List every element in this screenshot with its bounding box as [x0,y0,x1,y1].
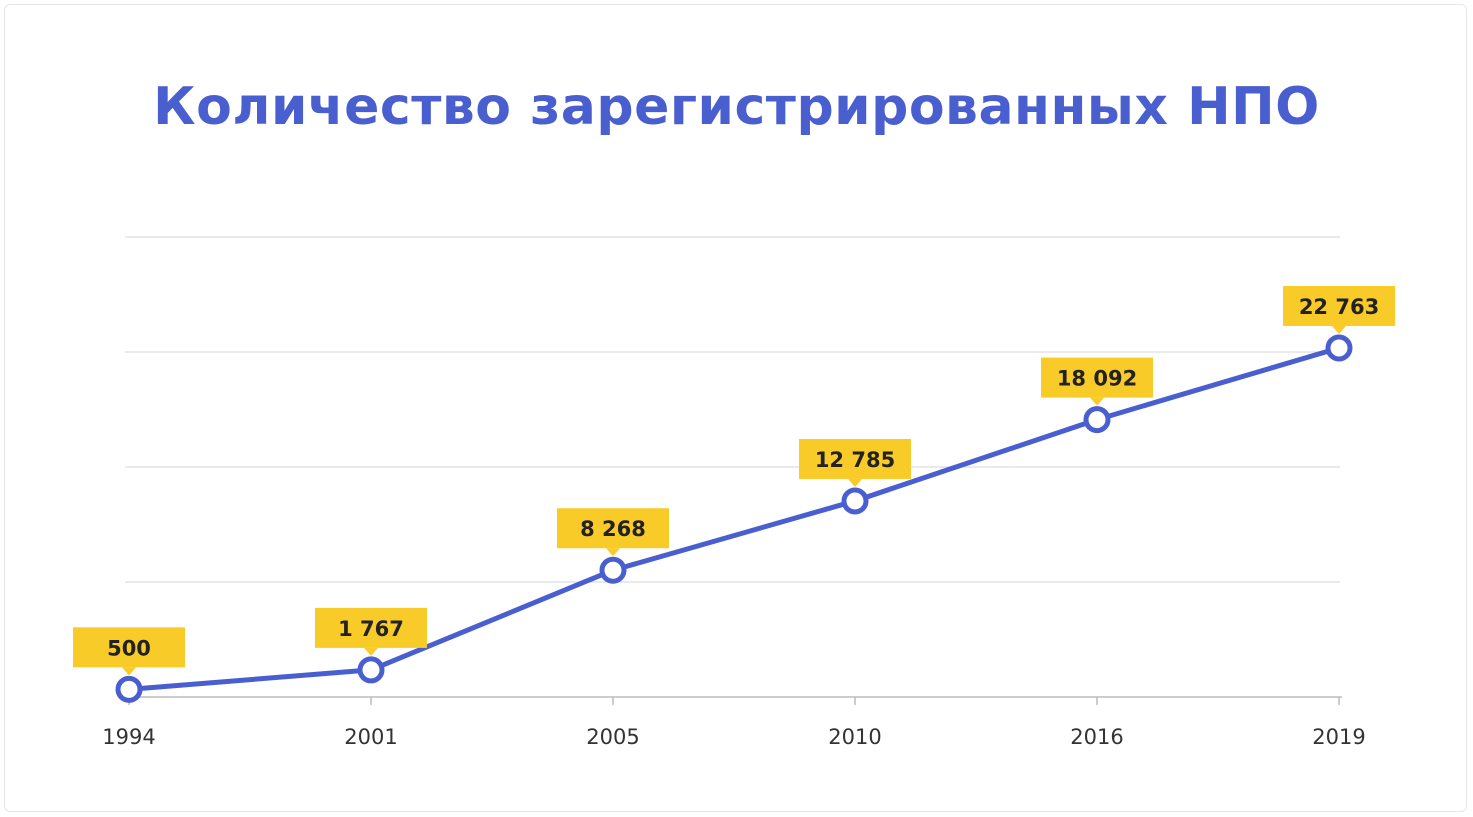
data-label-box [1283,285,1395,326]
data-label: 1 767 [338,617,404,641]
data-point [1083,406,1111,434]
data-label: 8 268 [580,517,646,541]
data-label-box [1041,357,1153,398]
data-label-pointer [364,647,378,656]
data-point [115,675,143,703]
x-tick-label: 2001 [344,725,397,749]
data-label-pointer [848,478,862,487]
x-tick-label: 2016 [1070,725,1123,749]
data-label-pointer [1332,325,1346,334]
data-label-pointer [606,548,620,557]
chart-frame: Количество зарегистрированных НПО [4,4,1467,812]
data-label-pointer [122,667,136,676]
x-tick-label: 2010 [828,725,881,749]
data-point [841,487,869,515]
data-label-box [799,438,911,479]
series-line [128,345,1340,692]
data-label-pointer [1090,397,1104,406]
x-tick-label: 2019 [1312,725,1365,749]
data-label-box [315,607,427,648]
x-tick-label: 2005 [586,725,639,749]
data-label-box [557,508,669,549]
data-label: 12 785 [815,448,895,472]
data-label: 18 092 [1057,367,1137,391]
chart-title: Количество зарегистрированных НПО [153,77,1320,137]
data-point [599,556,627,584]
data-point [357,656,385,684]
data-label: 22 763 [1299,295,1379,319]
data-label: 500 [107,636,151,660]
x-tick-label: 1994 [102,725,155,749]
data-point [1325,334,1353,362]
data-label-box [73,627,185,668]
